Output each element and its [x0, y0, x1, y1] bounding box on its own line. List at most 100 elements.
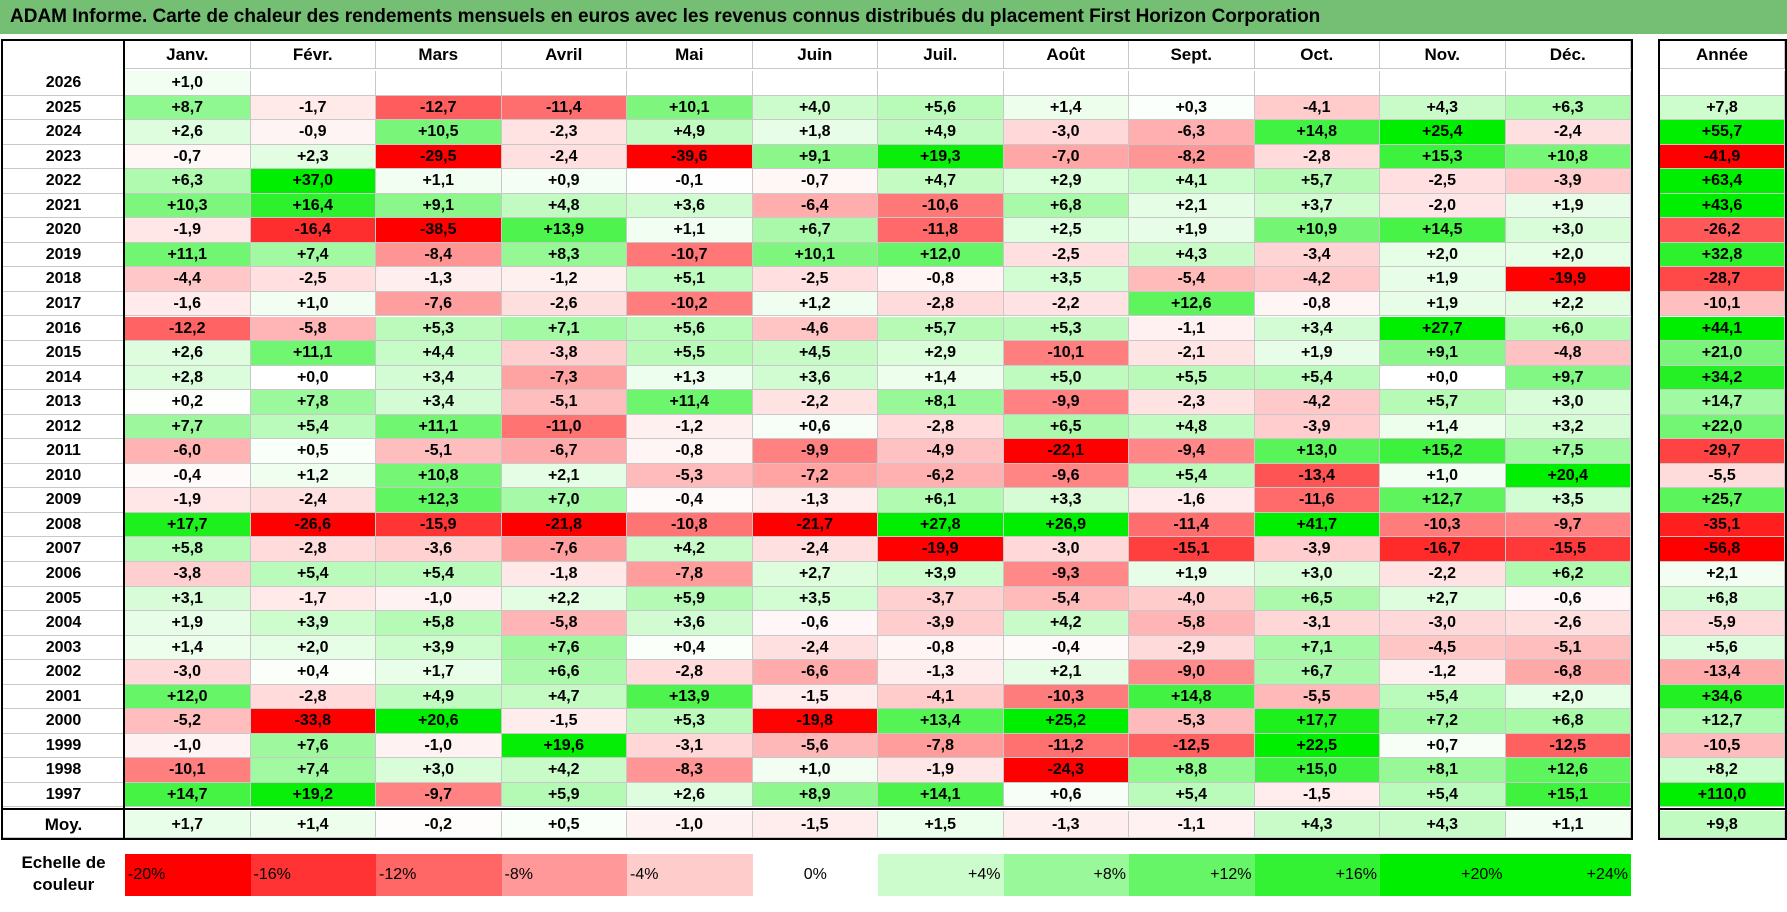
month-header: Janv. [125, 41, 251, 69]
heatmap-cell: -2,8 [878, 414, 1004, 440]
heatmap-cell [1505, 71, 1631, 96]
heatmap-cell: -19,9 [878, 537, 1004, 562]
heatmap-cell: +3,4 [376, 390, 502, 415]
heatmap-cell: +10,1 [752, 242, 878, 268]
heatmap-cell: -2,4 [1505, 120, 1631, 145]
annual-cell: +12,7 [1660, 709, 1785, 734]
heatmap-cell: +1,9 [1380, 291, 1506, 317]
heatmap-cell: -5,6 [752, 733, 878, 759]
heatmap-cell: +10,8 [1505, 144, 1631, 170]
heatmap-cell: -15,9 [376, 512, 502, 538]
heatmap-cell: +5,8 [376, 611, 502, 636]
heatmap-cell: -0,4 [627, 488, 753, 513]
heatmap-cell [1003, 71, 1129, 96]
heatmap-cell: -4,9 [878, 439, 1004, 464]
heatmap-cell: -11,4 [1129, 512, 1255, 538]
average-cell: +4,3 [1380, 810, 1506, 838]
heatmap-cell: +0,6 [752, 414, 878, 440]
heatmap-cell [501, 71, 627, 96]
heatmap-cell: -1,9 [878, 758, 1004, 783]
heatmap-cell: +5,6 [878, 95, 1004, 121]
annual-cell [1660, 71, 1785, 96]
average-annual-cell: +9,8 [1660, 810, 1785, 838]
heatmap-cell: +14,1 [878, 782, 1004, 808]
heatmap-cell: -0,8 [627, 439, 753, 464]
heatmap-cell: -4,4 [125, 267, 251, 292]
heatmap-cell: -1,2 [1380, 660, 1506, 685]
heatmap-cell: +14,7 [125, 782, 251, 808]
heatmap-cell: -9,6 [1003, 463, 1129, 489]
heatmap-cell: +1,0 [125, 71, 251, 96]
heatmap-cell: -3,4 [1254, 242, 1380, 268]
heatmap-cell: -4,8 [1505, 341, 1631, 366]
heatmap-cell: -0,8 [878, 635, 1004, 661]
heatmap-cell: -12,5 [1505, 733, 1631, 759]
heatmap-cell: +15,1 [1505, 782, 1631, 808]
heatmap-cell: +2,1 [501, 463, 627, 489]
heatmap-cell: +1,9 [1380, 267, 1506, 292]
heatmap-cell: +12,0 [125, 684, 251, 710]
heatmap-cell: -3,1 [627, 733, 753, 759]
annual-header: Année [1660, 41, 1785, 69]
heatmap-cell: -1,5 [1254, 782, 1380, 808]
annual-cell: -26,2 [1660, 218, 1785, 243]
heatmap-cell: +4,8 [501, 193, 627, 219]
annual-cell: -29,7 [1660, 439, 1785, 464]
heatmap-cell: +1,2 [250, 463, 376, 489]
annual-cell: -13,4 [1660, 660, 1785, 685]
heatmap-cell: -5,8 [501, 611, 627, 636]
heatmap-cell: +2,1 [1003, 660, 1129, 685]
heatmap-cell: -15,1 [1129, 537, 1255, 562]
heatmap-cell: -2,8 [627, 660, 753, 685]
heatmap-cell: +7,7 [125, 414, 251, 440]
legend-swatch: +12% [1129, 853, 1255, 896]
heatmap-cell: +1,9 [1505, 193, 1631, 219]
heatmap-cell: +10,1 [627, 95, 753, 121]
heatmap-cell: +2,6 [627, 782, 753, 808]
average-cell: +0,5 [501, 810, 627, 838]
heatmap-cell: -2,4 [752, 537, 878, 562]
heatmap-cell [376, 71, 502, 96]
legend-swatch: +16% [1254, 853, 1380, 896]
heatmap-cell: -1,8 [501, 562, 627, 587]
heatmap-cell: +5,9 [501, 782, 627, 808]
heatmap-cell: +14,5 [1380, 218, 1506, 243]
year-label: 2026 [2, 71, 125, 96]
heatmap-cell: -1,9 [125, 488, 251, 513]
heatmap-cell: +2,9 [1003, 169, 1129, 194]
heatmap-cell: -1,5 [752, 684, 878, 710]
heatmap-cell: +6,8 [1003, 193, 1129, 219]
annual-cell: +110,0 [1660, 782, 1785, 808]
heatmap-cell: +3,5 [1505, 488, 1631, 513]
heatmap-cell: -5,1 [1505, 635, 1631, 661]
heatmap-cell: -0,6 [752, 611, 878, 636]
heatmap-cell: +8,1 [878, 390, 1004, 415]
heatmap-cell: +1,0 [1380, 463, 1506, 489]
heatmap-cell: +2,0 [1505, 684, 1631, 710]
heatmap-cell: +5,0 [1003, 365, 1129, 391]
heatmap-cell: -2,4 [501, 144, 627, 170]
heatmap-cell: +9,1 [376, 193, 502, 219]
legend-swatch: +4% [878, 853, 1004, 896]
report-title: ADAM Informe. Carte de chaleur des rende… [0, 0, 1787, 34]
heatmap-cell: +7,4 [250, 758, 376, 783]
annual-cell: -10,5 [1660, 733, 1785, 759]
heatmap-cell: +22,5 [1254, 733, 1380, 759]
heatmap-cell: -10,2 [627, 291, 753, 317]
heatmap-cell: -3,6 [376, 537, 502, 562]
year-label: 2011 [2, 439, 125, 464]
heatmap-cell: +2,3 [250, 144, 376, 170]
heatmap-cell: -7,6 [376, 291, 502, 317]
heatmap-cell: -4,6 [752, 316, 878, 342]
heatmap-cell: +2,0 [250, 635, 376, 661]
heatmap-cell: +1,1 [376, 169, 502, 194]
heatmap-cell: +1,9 [125, 611, 251, 636]
heatmap-cell: -4,5 [1380, 635, 1506, 661]
heatmap-cell [878, 71, 1004, 96]
heatmap-cell: -2,9 [1129, 635, 1255, 661]
heatmap-cell: -1,0 [125, 733, 251, 759]
heatmap-cell: +11,4 [627, 390, 753, 415]
annual-cell: +44,1 [1660, 316, 1785, 342]
heatmap-cell: +12,3 [376, 488, 502, 513]
heatmap-cell: +0,2 [125, 390, 251, 415]
